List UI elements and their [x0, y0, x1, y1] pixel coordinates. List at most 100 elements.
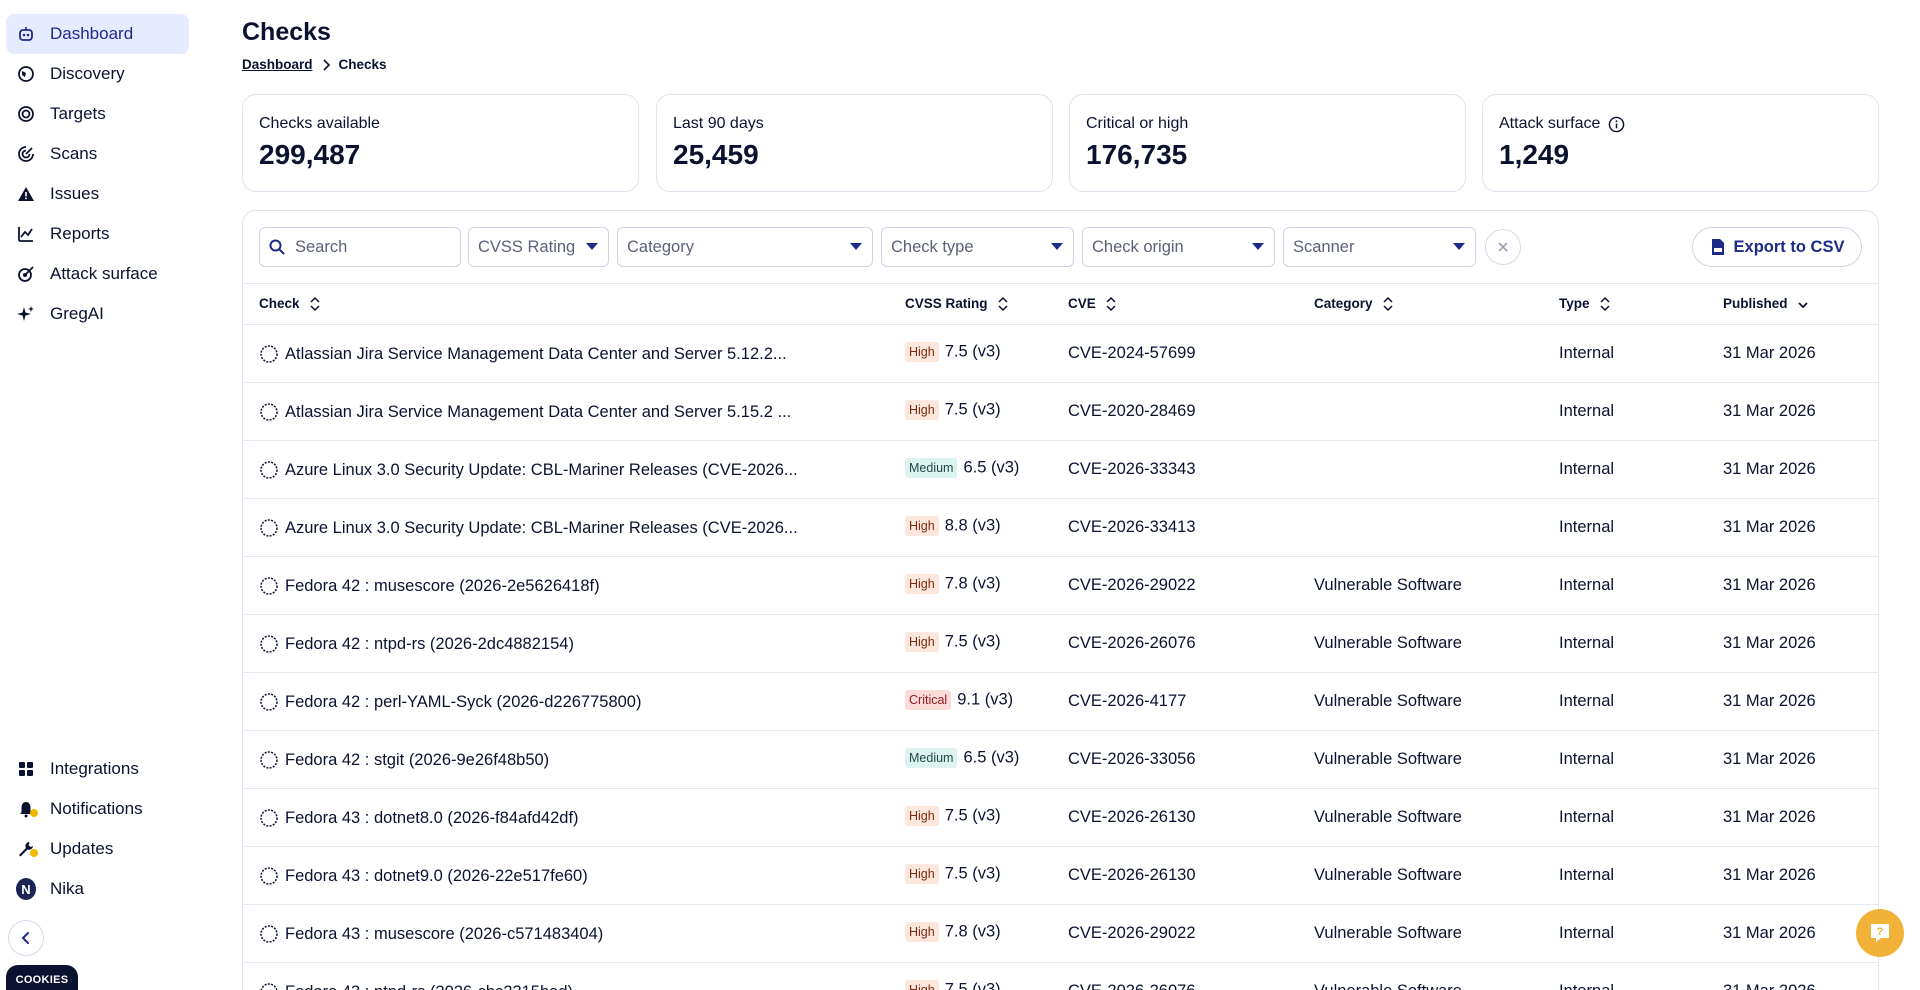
check-cell: Fedora 42 : ntpd-rs (2026-2dc4882154) [259, 634, 574, 654]
avatar-initial: N [16, 878, 36, 900]
breadcrumb-dashboard-link[interactable]: Dashboard [242, 57, 313, 72]
check-name[interactable]: Azure Linux 3.0 Security Update: CBL-Mar… [285, 518, 798, 537]
table-row[interactable]: Atlassian Jira Service Management Data C… [243, 383, 1878, 441]
column-header-cvss[interactable]: CVSS Rating [905, 296, 1008, 311]
column-header-check[interactable]: Check [259, 296, 320, 311]
chevron-left-icon [21, 932, 29, 944]
sidebar-item-reports[interactable]: Reports [6, 214, 189, 254]
check-cell: Fedora 42 : musescore (2026-2e5626418f) [259, 576, 600, 596]
severity-badge: High [905, 922, 939, 942]
check-name[interactable]: Atlassian Jira Service Management Data C… [285, 402, 792, 421]
sidebar-item-attack-surface[interactable]: Attack surface [6, 254, 189, 294]
table-row[interactable]: Fedora 43 : dotnet8.0 (2026-f84afd42df) H… [243, 789, 1878, 847]
table-row[interactable]: Fedora 42 : ntpd-rs (2026-2dc4882154) Hig… [243, 615, 1878, 673]
sort-icon [310, 296, 320, 311]
loading-spinner-icon [260, 519, 278, 537]
chevron-right-icon [322, 58, 330, 71]
stat-value: 176,735 [1086, 139, 1188, 170]
sidebar-item-updates[interactable]: Updates [6, 829, 189, 869]
table-row[interactable]: Fedora 43 : ntpd-rs (2026-cbc2315bad) Hig… [243, 963, 1878, 990]
cvss-cell: High 8.8 (v3) [905, 516, 1001, 536]
published-cell: 31 Mar 2026 [1723, 460, 1816, 478]
scanner-label: Scanner [1293, 237, 1355, 256]
category-cell: Vulnerable Software [1314, 982, 1462, 990]
table-row[interactable]: Azure Linux 3.0 Security Update: CBL-Mar… [243, 499, 1878, 557]
check-name[interactable]: Fedora 43 : ntpd-rs (2026-cbc2315bad) [285, 983, 573, 990]
published-cell: 31 Mar 2026 [1723, 634, 1816, 652]
attack-surface-icon [16, 264, 36, 284]
sidebar-item-scans[interactable]: Scans [6, 134, 189, 174]
check-cell: Atlassian Jira Service Management Data C… [259, 402, 791, 422]
scanner-dropdown[interactable]: Scanner [1283, 227, 1476, 267]
table-header: Check CVSS Rating CVE Category Type Publ… [243, 283, 1878, 325]
column-header-category[interactable]: Category [1314, 296, 1393, 311]
check-type-dropdown[interactable]: Check type [881, 227, 1074, 267]
sidebar-item-label: Dashboard [50, 24, 134, 43]
table-row[interactable]: Fedora 42 : stgit (2026-9e26f48b50) Mediu… [243, 731, 1878, 789]
table-row[interactable]: Fedora 43 : musescore (2026-c571483404) H… [243, 905, 1878, 963]
check-cell: Fedora 42 : stgit (2026-9e26f48b50) [259, 750, 549, 770]
stat-card-critical-or-high: Critical or high 176,735 [1069, 94, 1466, 192]
check-cell: Fedora 43 : ntpd-rs (2026-cbc2315bad) [259, 982, 573, 990]
column-header-cve[interactable]: CVE [1068, 296, 1116, 311]
column-header-type[interactable]: Type [1559, 296, 1610, 311]
bell-icon [16, 799, 36, 819]
check-name[interactable]: Fedora 42 : stgit (2026-9e26f48b50) [285, 750, 550, 769]
check-name[interactable]: Fedora 42 : perl-YAML-Syck (2026-d226775… [285, 692, 642, 711]
clear-filters-button[interactable] [1485, 229, 1521, 265]
cvss-score: 7.5 (v3) [944, 980, 1001, 990]
check-name[interactable]: Fedora 42 : musescore (2026-2e5626418f) [285, 576, 600, 595]
cvss-rating-dropdown[interactable]: CVSS Rating [468, 227, 609, 267]
help-chat-button[interactable]: ? [1856, 909, 1904, 957]
published-cell: 31 Mar 2026 [1723, 866, 1816, 884]
cvss-score: 8.8 (v3) [944, 516, 1001, 535]
check-origin-dropdown[interactable]: Check origin [1082, 227, 1275, 267]
sidebar-item-notifications[interactable]: Notifications [6, 789, 189, 829]
cvss-score: 9.1 (v3) [957, 690, 1014, 709]
category-dropdown[interactable]: Category [617, 227, 873, 267]
table-row[interactable]: Fedora 43 : dotnet9.0 (2026-22e517fe60) H… [243, 847, 1878, 905]
cvss-cell: High 7.5 (v3) [905, 342, 1001, 362]
search-input[interactable]: Search [259, 227, 461, 267]
check-name[interactable]: Fedora 43 : musescore (2026-c571483404) [285, 924, 604, 943]
check-name[interactable]: Azure Linux 3.0 Security Update: CBL-Mar… [285, 460, 798, 479]
table-row[interactable]: Azure Linux 3.0 Security Update: CBL-Mar… [243, 441, 1878, 499]
grid-icon [16, 759, 36, 779]
table-row[interactable]: Fedora 42 : perl-YAML-Syck (2026-d226775… [243, 673, 1878, 731]
avatar: N [16, 878, 36, 900]
sidebar-item-dashboard[interactable]: Dashboard [6, 14, 189, 54]
cvss-score: 6.5 (v3) [963, 748, 1020, 767]
check-name[interactable]: Fedora 43 : dotnet8.0 (2026-f84afd42df) [285, 808, 579, 827]
type-cell: Internal [1559, 402, 1615, 420]
check-name[interactable]: Atlassian Jira Service Management Data C… [285, 344, 787, 363]
cve-cell: CVE-2024-57699 [1068, 344, 1196, 362]
sidebar-item-integrations[interactable]: Integrations [6, 749, 189, 789]
info-icon[interactable] [1608, 116, 1625, 133]
type-cell: Internal [1559, 808, 1615, 826]
loading-spinner-icon [260, 693, 278, 711]
check-name[interactable]: Fedora 43 : dotnet9.0 (2026-22e517fe60) [285, 866, 588, 885]
stat-value: 299,487 [259, 139, 361, 170]
collapse-sidebar-button[interactable] [8, 920, 44, 956]
caret-down-icon [1051, 243, 1063, 250]
column-header-published[interactable]: Published [1723, 296, 1808, 311]
check-name[interactable]: Fedora 42 : ntpd-rs (2026-2dc4882154) [285, 634, 574, 653]
table-row[interactable]: Atlassian Jira Service Management Data C… [243, 325, 1878, 383]
severity-badge: Critical [905, 690, 952, 710]
sidebar-item-nika[interactable]: N Nika [6, 869, 189, 909]
caret-down-icon [1453, 243, 1465, 250]
cve-cell: CVE-2026-26076 [1068, 634, 1196, 652]
warning-icon [16, 184, 36, 204]
cookies-button[interactable]: COOKIES [6, 965, 78, 990]
cvss-cell: High 7.5 (v3) [905, 980, 1001, 990]
svg-text:?: ? [1877, 926, 1884, 938]
stat-value: 1,249 [1499, 139, 1570, 170]
sidebar-item-discovery[interactable]: Discovery [6, 54, 189, 94]
robot-icon [16, 24, 36, 44]
table-row[interactable]: Fedora 42 : musescore (2026-2e5626418f) H… [243, 557, 1878, 615]
published-cell: 31 Mar 2026 [1723, 576, 1816, 594]
sidebar-item-gregai[interactable]: GregAI [6, 294, 189, 334]
sidebar-item-targets[interactable]: Targets [6, 94, 189, 134]
sidebar-item-issues[interactable]: Issues [6, 174, 189, 214]
export-csv-button[interactable]: Export to CSV [1692, 227, 1862, 267]
